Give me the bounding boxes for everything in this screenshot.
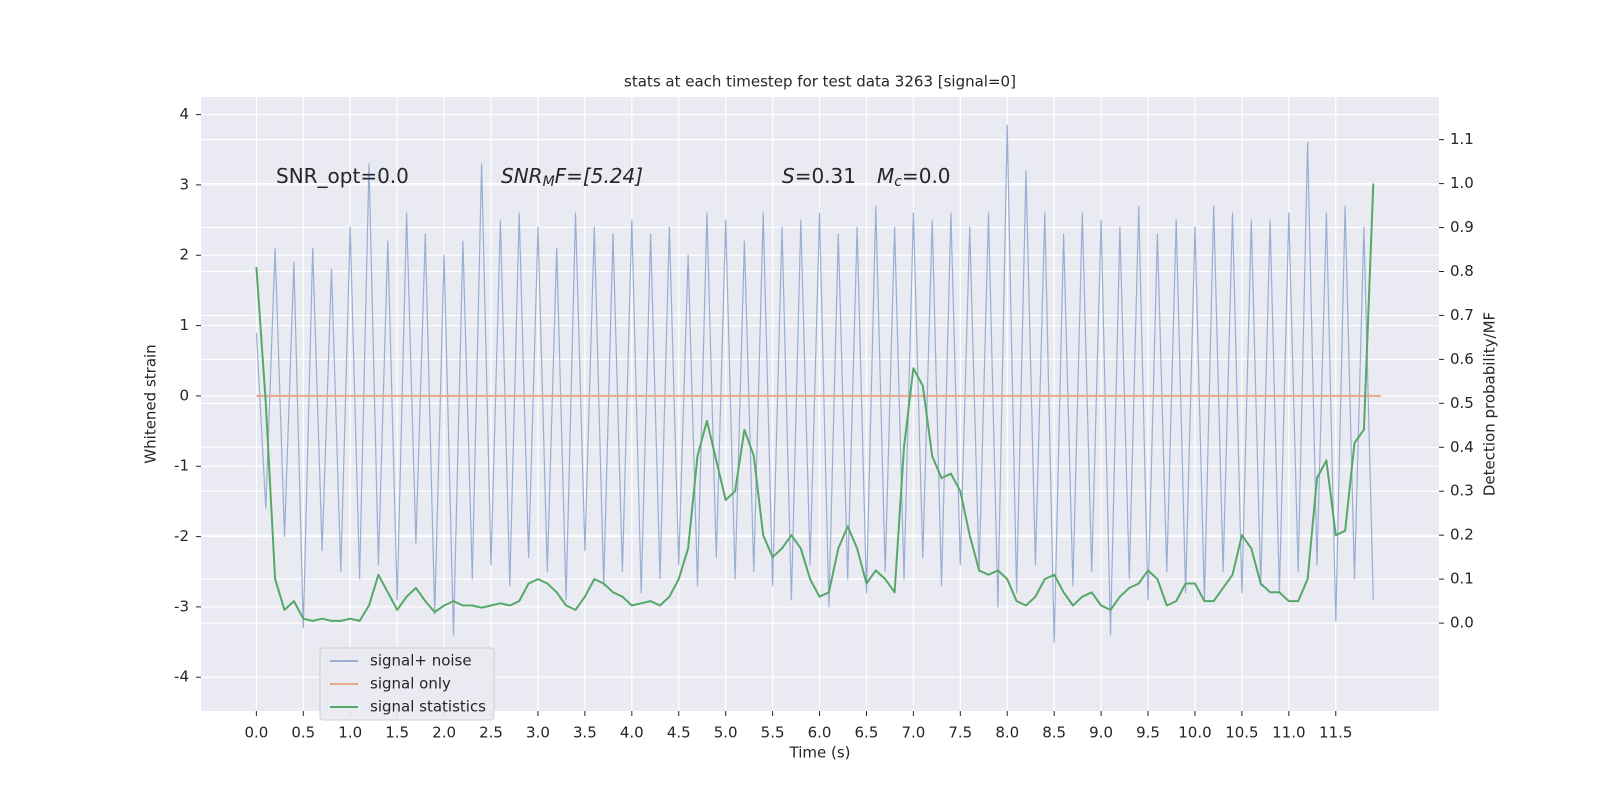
legend-box <box>319 647 495 721</box>
x-tick-label: 9.5 <box>1136 724 1160 742</box>
x-tick-label: 10.0 <box>1178 724 1211 742</box>
x-axis-label: Time (s) <box>789 744 851 762</box>
y-tick-label: 3 <box>179 175 189 193</box>
y-tick-label: -2 <box>174 527 189 545</box>
y2-tick-label: 0.6 <box>1450 350 1474 368</box>
x-tick-label: 5.5 <box>761 724 785 742</box>
y-tick-label: 4 <box>179 105 189 123</box>
annotation-text: F=[5.24] <box>555 164 643 188</box>
y2-tick-label: 0.3 <box>1450 482 1474 500</box>
x-tick-label: 7.0 <box>901 724 925 742</box>
annotation: S=0.31 <box>782 164 856 188</box>
x-tick-label: 2.0 <box>432 724 456 742</box>
y-tick-label: -4 <box>174 668 189 686</box>
annotation-sub: M <box>543 174 555 190</box>
x-tick-label: 10.5 <box>1225 724 1258 742</box>
x-tick-label: 0.0 <box>244 724 268 742</box>
annotation-math: S <box>782 164 795 188</box>
x-tick-label: 9.0 <box>1089 724 1113 742</box>
annotation: Mc=0.0 <box>877 164 951 191</box>
y-axis-label: Whitened strain <box>142 344 160 463</box>
series-line <box>255 183 1375 622</box>
x-tick-label: 6.5 <box>855 724 879 742</box>
x-tick-label: 11.0 <box>1272 724 1305 742</box>
legend-label: signal statistics <box>370 698 486 716</box>
chart-title: stats at each timestep for test data 326… <box>624 73 1016 91</box>
x-tick-label: 1.5 <box>385 724 409 742</box>
x-tick-label: 3.5 <box>573 724 597 742</box>
annotation-math: SNR <box>501 164 543 188</box>
legend-label: signal+ noise <box>370 652 472 670</box>
x-tick-label: 7.5 <box>948 724 972 742</box>
y2-tick-label: 0.2 <box>1450 526 1474 544</box>
x-tick-label: 8.0 <box>995 724 1019 742</box>
y-tick-label: 2 <box>179 246 189 264</box>
y2-tick-label: 0.7 <box>1450 306 1474 324</box>
y2-tick-label: 0.9 <box>1450 218 1474 236</box>
annotation-math: M <box>877 164 894 188</box>
x-tick-label: 0.5 <box>291 724 315 742</box>
y2-tick-label: 0.5 <box>1450 394 1474 412</box>
annotation-sub: c <box>894 174 902 190</box>
annotation-text: =0.0 <box>902 164 951 188</box>
x-tick-label: 4.0 <box>620 724 644 742</box>
y-tick-label: 1 <box>179 316 189 334</box>
x-tick-label: 2.5 <box>479 724 503 742</box>
y2-tick-label: 1.0 <box>1450 174 1474 192</box>
x-tick-label: 3.0 <box>526 724 550 742</box>
y-tick-label: 0 <box>179 386 189 404</box>
y2-tick-label: 0.8 <box>1450 262 1474 280</box>
y2-tick-label: 0.1 <box>1450 570 1474 588</box>
annotation-text: SNR_opt=0.0 <box>276 164 409 188</box>
y2-tick-label: 0.4 <box>1450 438 1474 456</box>
x-tick-label: 1.0 <box>338 724 362 742</box>
y-tick-label: -1 <box>174 457 189 475</box>
y2-tick-label: 0.0 <box>1450 614 1474 632</box>
x-tick-label: 6.0 <box>808 724 832 742</box>
y2-axis-label: Detection probability/MF <box>1481 312 1499 496</box>
series-line <box>255 124 1374 643</box>
annotation: SNRMF=[5.24] <box>501 164 643 191</box>
x-tick-label: 4.5 <box>667 724 691 742</box>
legend-label: signal only <box>370 675 451 693</box>
x-tick-label: 11.5 <box>1319 724 1352 742</box>
y2-tick-label: 1.1 <box>1450 130 1474 148</box>
annotation: SNR_opt=0.0 <box>276 164 409 188</box>
y-tick-label: -3 <box>174 597 189 615</box>
annotation-text: =0.31 <box>795 164 856 188</box>
x-tick-label: 8.5 <box>1042 724 1066 742</box>
x-tick-label: 5.0 <box>714 724 738 742</box>
